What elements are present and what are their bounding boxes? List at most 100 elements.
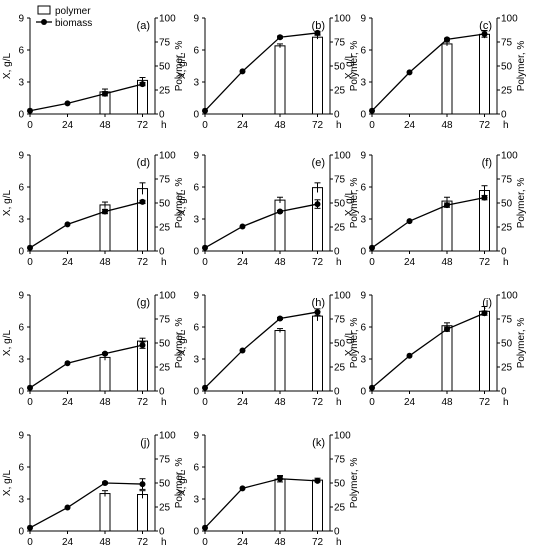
y-left-tick-label: 3 <box>18 215 24 226</box>
biomass-line <box>204 478 318 529</box>
y-right-tick-label: 50 <box>159 62 171 73</box>
y-left-tick-label: 6 <box>18 46 24 57</box>
x-tick-label: 48 <box>99 257 111 268</box>
x-axis-label: h <box>503 257 509 268</box>
biomass-point <box>202 524 208 531</box>
biomass-point <box>102 208 108 215</box>
x-axis-label: h <box>503 397 509 408</box>
y-right-tick-label: 50 <box>159 199 171 210</box>
y-left-axis-title: X, g/L <box>177 53 188 80</box>
x-tick-label: 48 <box>274 397 286 408</box>
biomass-point <box>64 221 71 228</box>
x-tick-label: 48 <box>274 120 286 131</box>
y-right-axis-title: Polymer, % <box>516 318 527 369</box>
x-tick-label: 72 <box>479 257 491 268</box>
x-tick-label: 0 <box>202 257 208 268</box>
biomass-line <box>371 312 485 389</box>
y-left-axis-title: X, g/L <box>2 190 13 217</box>
y-right-tick-label: 100 <box>334 14 351 25</box>
y-right-tick-label: 0 <box>334 387 340 398</box>
y-left-tick-label: 6 <box>360 46 366 57</box>
y-left-tick-label: 9 <box>360 14 366 25</box>
y-right-tick-label: 50 <box>501 339 513 350</box>
polymer-bar <box>441 43 453 115</box>
y-right-tick-label: 25 <box>159 223 171 234</box>
x-tick-label: 72 <box>312 120 324 131</box>
y-left-tick-label: 0 <box>360 247 366 258</box>
biomass-point <box>202 384 208 391</box>
y-right-tick-label: 100 <box>159 431 176 442</box>
y-left-tick-label: 3 <box>360 78 366 89</box>
y-right-tick-label: 25 <box>334 223 346 234</box>
biomass-point <box>239 347 246 354</box>
y-left-tick-label: 3 <box>18 355 24 366</box>
y-left-tick-label: 9 <box>360 151 366 162</box>
y-right-tick-label: 75 <box>159 315 171 326</box>
x-tick-label: 72 <box>137 120 149 131</box>
y-right-tick-label: 25 <box>159 86 171 97</box>
x-tick-label: 48 <box>441 397 453 408</box>
x-tick-label: 48 <box>441 257 453 268</box>
legend-biomass-label: biomass <box>55 18 92 29</box>
y-right-tick-label: 100 <box>159 14 176 25</box>
y-left-axis-title: X, g/L <box>177 330 188 357</box>
polymer-bar <box>274 478 286 532</box>
y-right-axis-title: Polymer, % <box>349 41 360 92</box>
biomass-line <box>204 203 318 249</box>
y-left-tick-label: 9 <box>18 431 24 442</box>
y-left-tick-label: 6 <box>193 183 199 194</box>
biomass-point <box>444 326 450 333</box>
biomass-point <box>444 202 450 209</box>
biomass-point <box>444 36 450 43</box>
y-right-tick-label: 50 <box>159 479 171 490</box>
biomass-point <box>369 244 375 251</box>
panel-label: (c) <box>479 20 492 32</box>
y-left-tick-label: 0 <box>18 387 24 398</box>
x-axis-label: h <box>503 120 509 131</box>
biomass-point <box>64 100 71 107</box>
x-tick-label: 48 <box>441 120 453 131</box>
x-tick-label: 0 <box>27 257 33 268</box>
x-axis-label: h <box>336 257 342 268</box>
y-right-tick-label: 50 <box>334 479 346 490</box>
panel-label: (b) <box>312 20 325 32</box>
x-axis-label: h <box>336 397 342 408</box>
y-right-axis-title: Polymer, % <box>349 178 360 229</box>
x-tick-label: 24 <box>62 120 74 131</box>
x-tick-label: 0 <box>202 537 208 548</box>
panel-label: (h) <box>312 297 325 309</box>
y-left-tick-label: 9 <box>193 431 199 442</box>
y-left-tick-label: 0 <box>193 387 199 398</box>
y-right-tick-label: 0 <box>159 387 165 398</box>
y-left-tick-label: 6 <box>18 323 24 334</box>
biomass-point <box>277 475 283 482</box>
biomass-point <box>64 360 71 367</box>
y-left-tick-label: 6 <box>18 463 24 474</box>
y-right-tick-label: 25 <box>501 223 513 234</box>
y-right-tick-label: 100 <box>501 151 518 162</box>
x-tick-label: 24 <box>237 257 249 268</box>
x-tick-label: 24 <box>404 257 416 268</box>
x-tick-label: 24 <box>404 120 416 131</box>
y-left-tick-label: 6 <box>193 46 199 57</box>
x-tick-label: 72 <box>479 397 491 408</box>
biomass-point <box>27 384 33 391</box>
polymer-bar <box>137 188 148 252</box>
y-left-axis-title: X, g/L <box>177 190 188 217</box>
y-left-tick-label: 6 <box>360 323 366 334</box>
y-left-tick-label: 3 <box>193 355 199 366</box>
biomass-line <box>29 83 143 112</box>
y-left-tick-label: 0 <box>360 387 366 398</box>
polymer-bar <box>312 315 323 392</box>
y-right-tick-label: 50 <box>159 339 171 350</box>
y-left-tick-label: 0 <box>193 247 199 258</box>
legend-polymer-label: polymer <box>55 6 91 17</box>
y-right-tick-label: 0 <box>501 387 507 398</box>
y-left-tick-label: 0 <box>18 527 24 538</box>
y-left-tick-label: 3 <box>360 355 366 366</box>
